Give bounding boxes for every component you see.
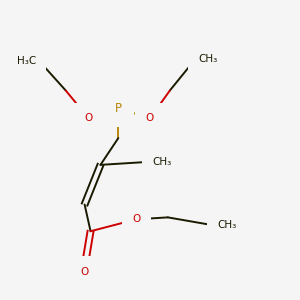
Text: H₃C: H₃C — [17, 56, 36, 66]
Text: O: O — [132, 214, 140, 224]
Text: P: P — [115, 102, 122, 115]
Text: O: O — [84, 113, 93, 123]
Text: CH₃: CH₃ — [152, 157, 171, 167]
Text: CH₃: CH₃ — [218, 220, 237, 230]
Text: CH₃: CH₃ — [199, 54, 218, 64]
Text: O: O — [146, 113, 154, 123]
Text: O: O — [80, 267, 89, 277]
